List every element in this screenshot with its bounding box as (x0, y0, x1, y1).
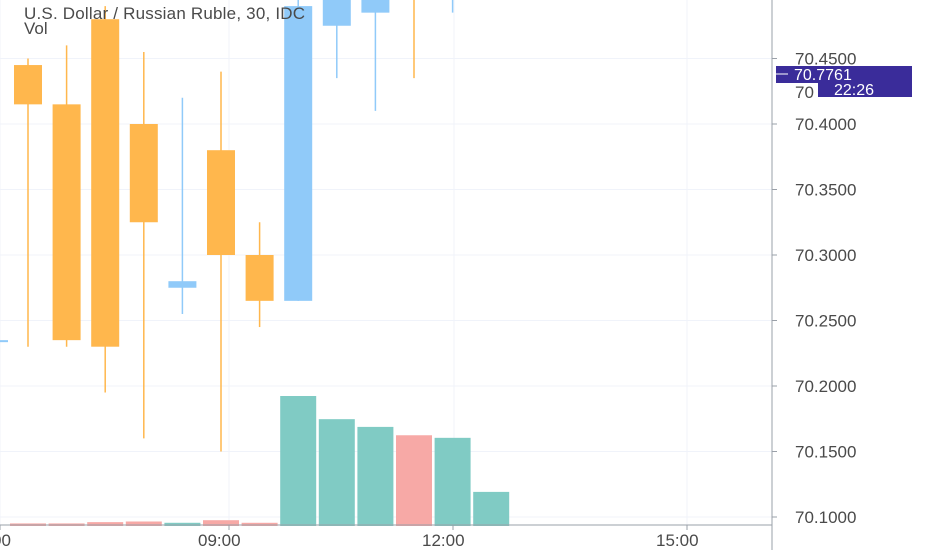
price-ticks: 70.1000 70.1500 70.2000 70.2500 70.3000 70.35… (772, 0, 856, 527)
candle-body (322, 0, 351, 26)
time-tick-label: 00 (0, 531, 11, 550)
price-tick-label: 70.2000 (795, 377, 856, 396)
price-tick-label: 70.2500 (795, 312, 856, 331)
last-price-text: 70.7761 (794, 67, 852, 84)
price-tick-label: 70.1000 (795, 508, 856, 527)
price-tick-label: 70.1500 (795, 443, 856, 462)
volume-bars (10, 396, 510, 526)
price-tick-label: 70.4000 (795, 115, 856, 134)
candle-body (91, 19, 120, 347)
time-tick-label: 09:00 (198, 531, 241, 550)
price-tick-label: 70.3000 (795, 246, 856, 265)
chart-title: U.S. Dollar / Russian Ruble, 30, IDC (24, 4, 306, 23)
time-ticks: 00 09:00 12:00 15:00 (0, 525, 699, 550)
countdown-text: 22:26 (834, 82, 874, 99)
time-tick-label: 12:00 (422, 531, 465, 550)
candle-body (361, 0, 390, 13)
price-tick-label: 70.3500 (795, 181, 856, 200)
price-badges: 70 70.7761 22:26 (776, 66, 912, 102)
partial-price-label: 70 (795, 83, 814, 102)
volume-bar (280, 396, 317, 526)
candle-body (129, 124, 158, 223)
time-tick-label: 15:00 (656, 531, 699, 550)
volume-bar (203, 520, 239, 526)
volume-bar (318, 419, 355, 526)
volume-bar (125, 521, 162, 526)
volume-bar (357, 426, 394, 526)
candle-body (52, 104, 81, 341)
grid (0, 0, 772, 525)
last-price-badge (776, 66, 912, 83)
volume-bar (473, 491, 510, 526)
candles (0, 0, 454, 452)
countdown-badge (818, 82, 912, 97)
volume-bar (164, 522, 201, 526)
volume-bar (396, 435, 432, 526)
volume-bar (434, 437, 471, 526)
candle-body (245, 255, 274, 301)
volume-bar (87, 522, 124, 526)
candle-body (284, 6, 313, 301)
candle-body (14, 65, 42, 105)
candle-body (168, 281, 197, 288)
candle-body (207, 150, 235, 255)
volume-bar (241, 522, 278, 526)
price-tick-label: 70.4500 (795, 50, 856, 69)
volume-indicator-label[interactable]: Vol (24, 19, 48, 38)
candle-body (0, 340, 8, 343)
